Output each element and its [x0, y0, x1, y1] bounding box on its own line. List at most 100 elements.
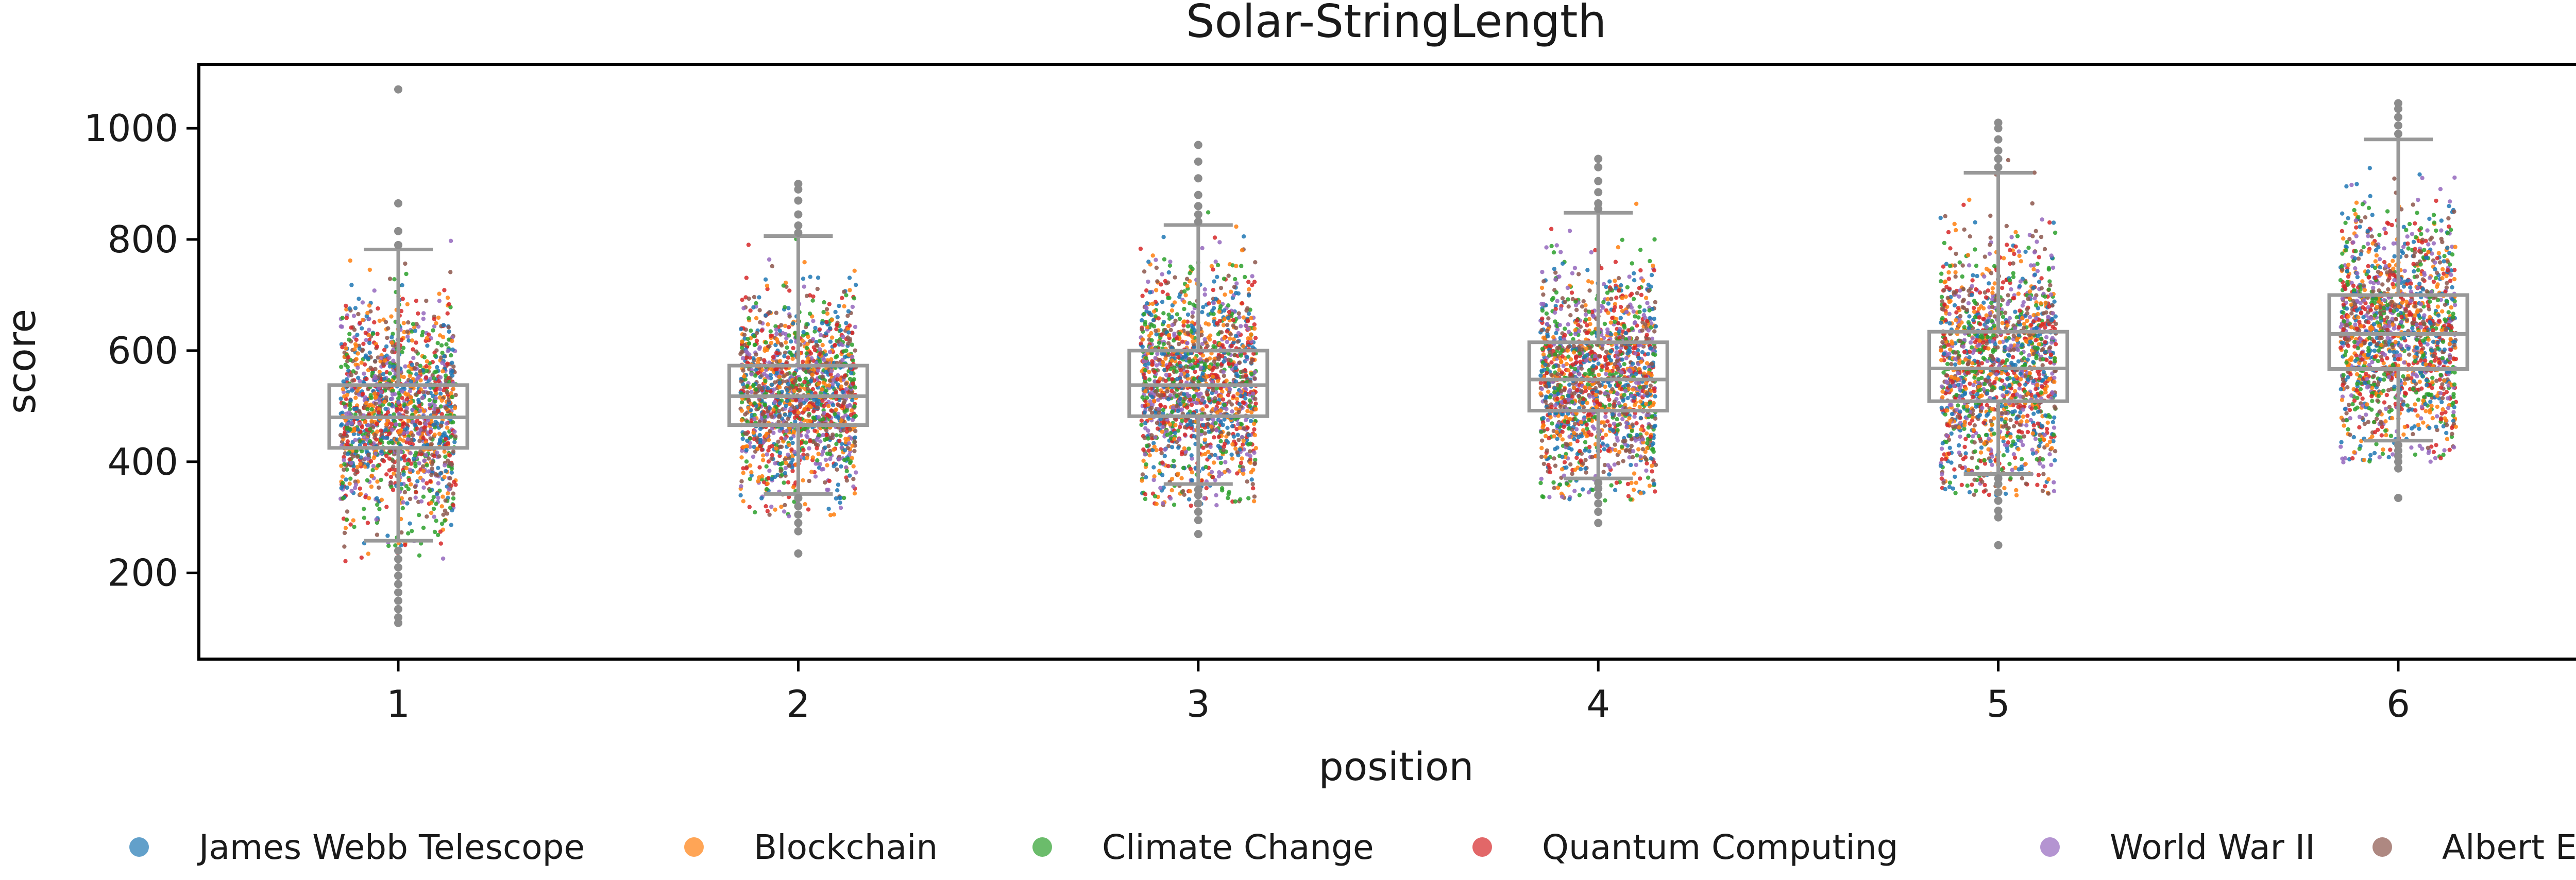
- strip-point: [744, 275, 749, 280]
- strip-point: [1253, 401, 1258, 406]
- strip-point: [784, 403, 788, 408]
- strip-point: [420, 333, 425, 338]
- strip-point: [1182, 306, 1187, 312]
- strip-point: [786, 306, 791, 310]
- strip-point: [355, 464, 360, 470]
- strip-point: [765, 487, 769, 492]
- strip-point: [404, 406, 409, 410]
- strip-point: [446, 325, 451, 330]
- strip-point: [783, 503, 787, 508]
- strip-point: [369, 473, 375, 478]
- strip-point: [444, 437, 448, 441]
- strip-point: [1206, 210, 1211, 215]
- strip-point: [784, 460, 788, 465]
- strip-point: [1218, 420, 1223, 425]
- strip-point: [387, 355, 392, 360]
- strip-point: [360, 449, 364, 454]
- strip-point: [379, 448, 384, 454]
- strip-point: [345, 426, 349, 431]
- strip-point: [1177, 425, 1182, 429]
- strip-point: [804, 397, 808, 402]
- strip-point: [348, 398, 353, 403]
- strip-point: [391, 464, 396, 469]
- strip-point: [811, 294, 816, 299]
- strip-point: [788, 406, 793, 411]
- strip-point: [1192, 328, 1197, 333]
- strip-point: [1143, 421, 1148, 425]
- strip-point: [1214, 386, 1219, 391]
- strip-point: [397, 393, 402, 398]
- strip-point: [400, 506, 405, 511]
- strip-point: [785, 371, 790, 376]
- strip-point: [1185, 405, 1190, 410]
- strip-point: [390, 440, 395, 445]
- strip-point: [853, 385, 857, 390]
- strip-point: [406, 369, 411, 374]
- strip-point: [417, 439, 422, 443]
- strip-point: [351, 369, 356, 374]
- strip-point: [408, 389, 412, 393]
- strip-point: [752, 334, 757, 339]
- strip-point: [1159, 393, 1164, 398]
- strip-point: [1201, 422, 1206, 427]
- strip-point: [762, 419, 767, 424]
- strip-point: [405, 334, 410, 339]
- strip-point: [1241, 344, 1246, 349]
- strip-point: [1572, 266, 1578, 270]
- strip-point: [365, 462, 370, 467]
- strip-point: [808, 439, 812, 444]
- strip-point: [791, 485, 796, 490]
- strip-point: [387, 364, 393, 369]
- strip-point: [828, 339, 833, 344]
- strip-point: [768, 373, 773, 377]
- strip-point: [1185, 312, 1191, 317]
- strip-point: [802, 284, 807, 289]
- strip-point: [434, 502, 438, 506]
- strip-point: [1159, 451, 1164, 456]
- strip-point: [1170, 308, 1175, 313]
- strip-point: [1222, 277, 1227, 281]
- strip-point: [1151, 465, 1156, 470]
- strip-point: [1584, 470, 1588, 475]
- strip-point: [416, 400, 421, 405]
- strip-point: [402, 402, 407, 407]
- strip-point: [821, 433, 826, 437]
- strip-point: [361, 341, 366, 346]
- strip-point: [1177, 316, 1182, 321]
- strip-point: [808, 378, 814, 383]
- strip-point: [1222, 359, 1226, 364]
- strip-point: [358, 461, 363, 467]
- strip-point: [748, 477, 753, 481]
- strip-point: [838, 506, 843, 510]
- strip-point: [1248, 460, 1253, 465]
- strip-point: [848, 376, 853, 382]
- strip-point: [1187, 497, 1192, 502]
- strip-point: [377, 318, 382, 323]
- strip-point: [1214, 321, 1219, 325]
- strip-point: [803, 502, 807, 507]
- strip-point: [1149, 386, 1154, 391]
- strip-point: [1166, 397, 1171, 402]
- strip-point: [344, 316, 349, 320]
- strip-point: [1144, 475, 1148, 479]
- strip-point: [1186, 394, 1191, 399]
- strip-point: [354, 337, 359, 342]
- strip-point: [349, 489, 354, 493]
- strip-point: [826, 488, 831, 492]
- strip-point: [433, 353, 438, 358]
- strip-point: [1248, 454, 1252, 458]
- strip-point: [831, 377, 836, 382]
- strip-point: [1179, 476, 1184, 480]
- strip-point: [1215, 378, 1221, 384]
- strip-point: [1213, 396, 1217, 401]
- strip-point: [738, 493, 743, 498]
- strip-point: [1539, 285, 1545, 290]
- strip-point: [357, 297, 361, 301]
- strip-point: [385, 336, 389, 340]
- strip-point: [362, 515, 366, 520]
- strip-point: [1204, 321, 1208, 326]
- strip-point: [850, 418, 855, 422]
- strip-point: [1148, 399, 1153, 404]
- strip-point: [405, 437, 410, 442]
- strip-point: [741, 445, 746, 450]
